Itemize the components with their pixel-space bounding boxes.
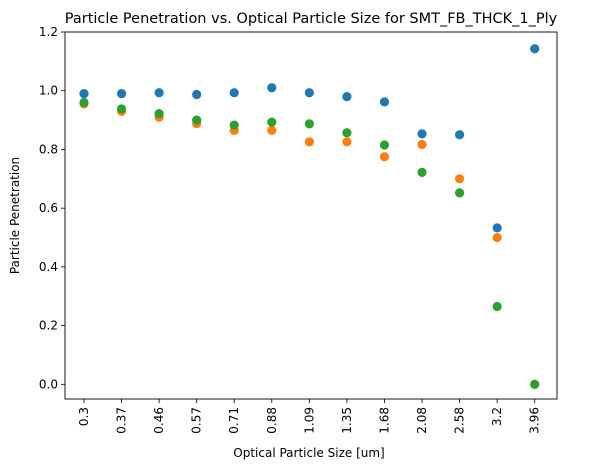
x-axis-label: Optical Particle Size [um] xyxy=(233,446,384,460)
series-green-point xyxy=(492,301,502,312)
series-blue-point xyxy=(379,97,390,107)
series-blue-point xyxy=(417,129,427,139)
y-tick-label: 0.8 xyxy=(39,142,58,156)
series-green-point xyxy=(417,167,427,177)
series-green-point xyxy=(116,104,127,114)
series-orange-point xyxy=(304,137,314,147)
y-tick-label: 0.6 xyxy=(39,201,58,215)
series-blue-point xyxy=(342,91,352,102)
x-tick-label: 0.46 xyxy=(152,407,166,434)
series-green-point xyxy=(455,188,465,198)
x-tick-label: 0.88 xyxy=(265,407,279,434)
series-blue-point xyxy=(229,88,239,98)
series-green-point xyxy=(79,97,89,108)
series-blue-point xyxy=(192,89,202,100)
x-tick-label: 1.09 xyxy=(302,407,316,434)
y-tick-label: 1.0 xyxy=(39,84,58,98)
x-tick-label: 2.58 xyxy=(453,407,467,434)
y-tick-label: 1.2 xyxy=(39,25,58,39)
x-tick-label: 0.3 xyxy=(77,407,91,426)
series-orange-point xyxy=(267,125,277,135)
series-orange-point xyxy=(379,152,390,162)
plot-points xyxy=(79,44,540,389)
x-tick-label: 0.37 xyxy=(115,407,129,434)
series-blue-point xyxy=(267,83,277,93)
x-tick-label: 1.35 xyxy=(340,407,354,434)
series-blue-point xyxy=(154,88,164,98)
series-orange-point xyxy=(492,232,502,243)
y-tick-label: 0.2 xyxy=(39,319,58,333)
y-tick-label: 0.4 xyxy=(39,260,58,274)
x-axis: 0.3 0.37 0.46 0.57 0.71 0.88 1.09 1.35 1.68 2.08 2… xyxy=(77,399,542,434)
y-axis-label: Particle Penetration xyxy=(8,157,22,274)
series-blue-point xyxy=(79,89,89,99)
x-tick-label: 1.68 xyxy=(377,407,391,434)
x-tick-label: 3.2 xyxy=(490,407,504,426)
series-green-point xyxy=(379,140,390,150)
series-green-point xyxy=(267,117,277,127)
series-blue-point xyxy=(530,44,540,54)
plot-frame xyxy=(64,31,558,400)
series-blue-point xyxy=(492,223,502,233)
series-orange-point xyxy=(342,137,352,147)
series-green-point xyxy=(342,128,352,138)
series-blue-point xyxy=(304,88,314,98)
y-tick-label: 0.0 xyxy=(39,377,58,391)
series-green-point xyxy=(229,120,239,130)
series-blue-point xyxy=(116,89,127,99)
series-green-point xyxy=(530,379,540,389)
x-tick-label: 2.08 xyxy=(415,407,429,434)
series-green-point xyxy=(304,119,314,129)
x-tick-label: 0.57 xyxy=(190,407,204,434)
y-axis: 0.0 0.2 0.4 0.6 0.8 1.0 1.2 xyxy=(39,25,65,391)
series-orange-point xyxy=(455,174,465,184)
series-orange-point xyxy=(417,139,427,150)
series-green-point xyxy=(154,109,164,119)
x-tick-label: 0.71 xyxy=(227,407,241,434)
chart-title: Particle Penetration vs. Optical Particl… xyxy=(65,11,558,27)
series-blue-point xyxy=(455,130,465,140)
x-tick-label: 3.96 xyxy=(528,407,542,434)
series-green-point xyxy=(192,115,202,125)
